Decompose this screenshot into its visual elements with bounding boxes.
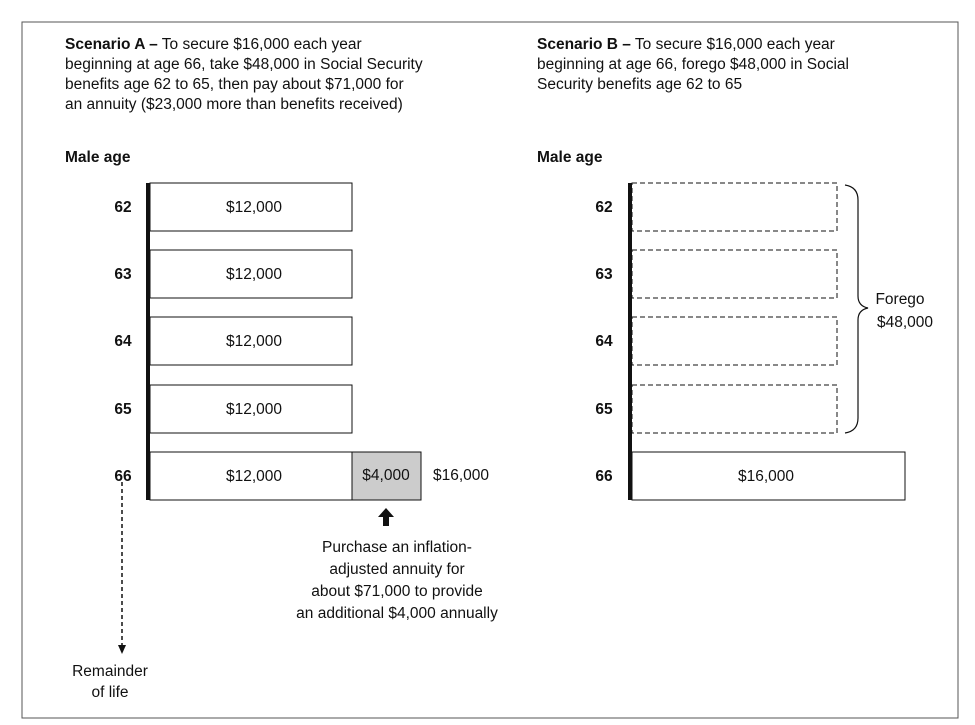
forgone-box bbox=[631, 384, 838, 434]
annuity-note: about $71,000 to provide bbox=[311, 583, 483, 600]
year-box bbox=[149, 451, 353, 501]
forego-label: Forego bbox=[875, 291, 924, 308]
scenario-a-title: Scenario A – To secure $16,000 each year bbox=[65, 36, 362, 53]
age-label: 64 bbox=[595, 333, 613, 350]
annuity-note: adjusted annuity for bbox=[329, 561, 464, 578]
age-label: 64 bbox=[114, 333, 132, 350]
forego-label: $48,000 bbox=[877, 314, 933, 331]
scenario-a-text: beginning at age 66, take $48,000 in Soc… bbox=[65, 56, 423, 73]
age-label: 63 bbox=[114, 266, 132, 283]
annuity-amount: $4,000 bbox=[362, 467, 410, 484]
axis-label: Male age bbox=[537, 149, 603, 166]
forgone-box bbox=[631, 182, 838, 232]
brace bbox=[844, 184, 869, 434]
benefit-amount: $12,000 bbox=[226, 199, 282, 216]
scenario-b-text: beginning at age 66, forego $48,000 in S… bbox=[537, 56, 849, 73]
benefit-amount: $12,000 bbox=[226, 401, 282, 418]
age-label: 65 bbox=[114, 401, 132, 418]
benefit-amount: $12,000 bbox=[226, 333, 282, 350]
year-box bbox=[149, 384, 353, 434]
year-box bbox=[149, 249, 353, 299]
age-axis bbox=[628, 183, 632, 500]
age-axis bbox=[146, 183, 150, 500]
age-label: 66 bbox=[114, 468, 132, 485]
total-amount: $16,000 bbox=[433, 467, 489, 484]
forgone-box bbox=[631, 249, 838, 299]
year-box bbox=[149, 182, 353, 232]
age-label: 66 bbox=[595, 468, 613, 485]
benefit-amount: $12,000 bbox=[226, 468, 282, 485]
up-arrow bbox=[378, 508, 394, 526]
axis-label: Male age bbox=[65, 149, 131, 166]
scenario-b-text: Security benefits age 62 to 65 bbox=[537, 76, 742, 93]
remainder-label: Remainder bbox=[72, 663, 148, 680]
age-label: 63 bbox=[595, 266, 613, 283]
age-label: 65 bbox=[595, 401, 613, 418]
scenario-a-text: benefits age 62 to 65, then pay about $7… bbox=[65, 76, 404, 93]
year-box bbox=[631, 451, 906, 501]
forgone-box bbox=[631, 316, 838, 366]
age-label: 62 bbox=[114, 199, 131, 216]
annuity-box bbox=[351, 451, 422, 501]
frame bbox=[21, 21, 959, 719]
scenario-a-text: an annuity ($23,000 more than benefits r… bbox=[65, 96, 403, 113]
scenario-b-title: Scenario B – To secure $16,000 each year bbox=[537, 36, 835, 53]
year-box bbox=[149, 316, 353, 366]
benefit-amount: $12,000 bbox=[226, 266, 282, 283]
benefit-amount: $16,000 bbox=[738, 468, 794, 485]
arrow-head bbox=[118, 645, 126, 654]
annuity-note: an additional $4,000 annually bbox=[296, 605, 498, 622]
remainder-label: of life bbox=[91, 684, 128, 701]
annuity-note: Purchase an inflation- bbox=[322, 539, 472, 556]
age-label: 62 bbox=[595, 199, 612, 216]
